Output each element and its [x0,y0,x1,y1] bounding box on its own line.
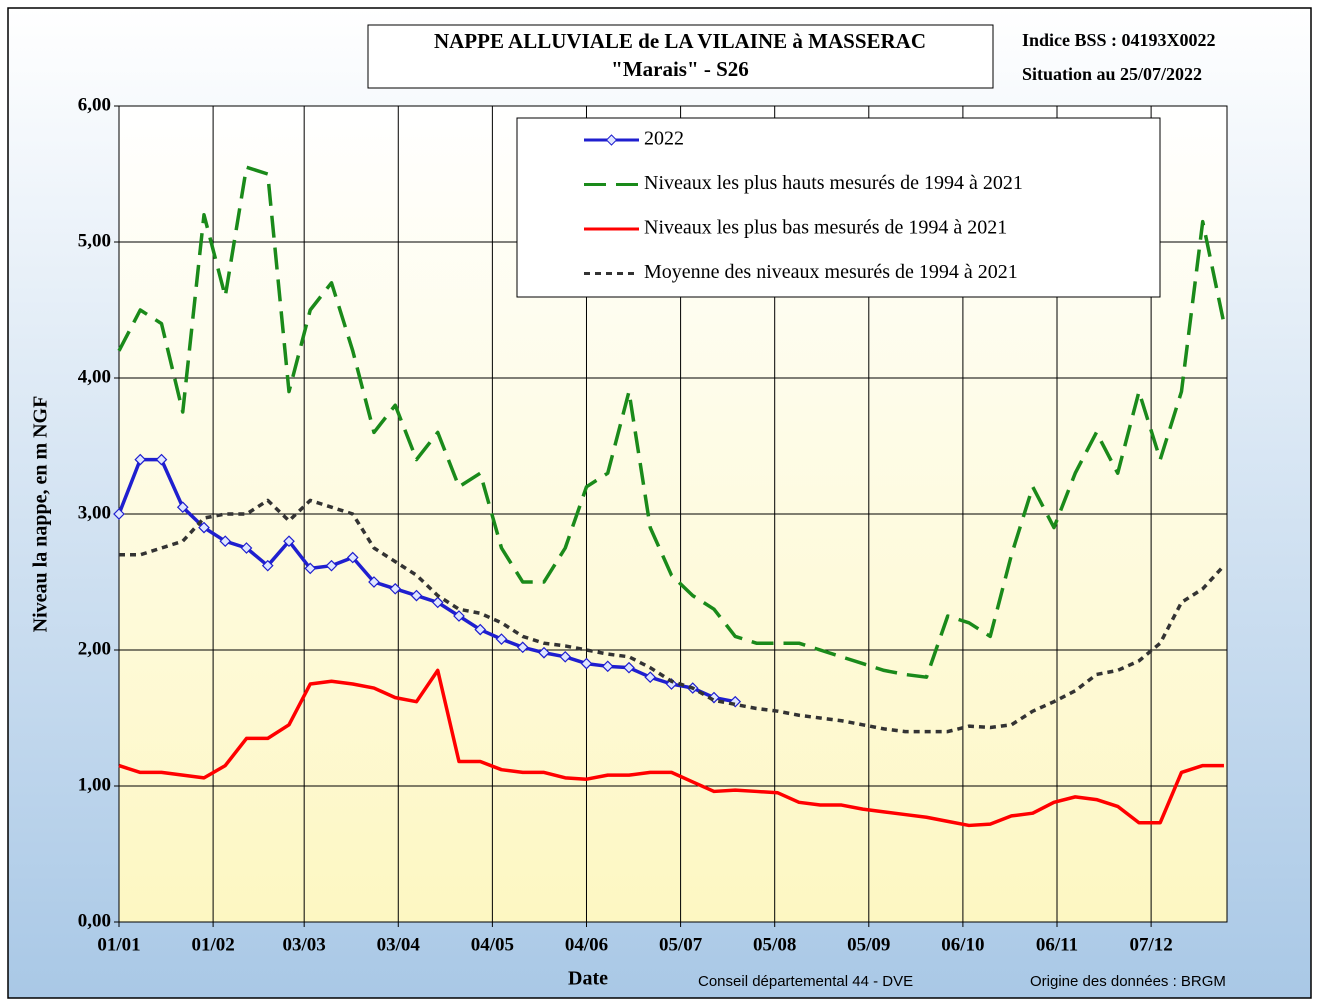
point-marker [113,508,125,520]
point-marker [389,582,402,595]
series-line [117,165,1226,679]
footnote: Origine des données : BRGM [1030,973,1226,990]
point-marker [580,657,593,670]
point-marker [474,623,487,636]
point-marker [240,542,253,554]
point-marker [729,695,742,708]
title-box [367,24,994,89]
y-axis-label: Niveau la nappe, en m NGF [30,396,52,633]
y-tick-label: 5,00 [78,230,111,251]
point-marker [516,641,529,654]
annotation: Indice BSS : 04193X0022 [1022,30,1216,50]
point-marker [410,589,423,602]
y-tick-label: 6,00 [78,94,111,115]
point-marker [665,678,678,690]
x-tick-label: 04/05 [471,934,514,955]
point-marker [198,521,210,534]
chart-title: NAPPE ALLUVIALE de LA VILAINE à MASSERAC [434,29,926,53]
x-tick-label: 03/04 [377,934,421,955]
x-tick-label: 01/02 [191,934,234,955]
series-line [118,668,1224,828]
point-marker [219,535,232,548]
x-tick-label: 04/06 [565,934,608,955]
point-marker [431,596,444,609]
legend-label: Niveaux les plus hauts mesurés de 1994 à… [644,172,1023,194]
legend-box [516,117,1161,298]
point-marker [559,650,572,663]
y-tick-label: 0,00 [78,910,111,931]
x-tick-label: 06/10 [941,934,984,955]
point-marker [176,501,189,514]
x-tick-label: 07/12 [1129,934,1172,955]
x-axis-label: Date [568,968,608,990]
point-marker [368,576,380,588]
point-marker [495,633,508,645]
x-tick-label: 05/09 [847,934,890,955]
footnote: Conseil départemental 44 - DVE [698,973,913,990]
y-tick-label: 3,00 [78,502,111,523]
point-marker [261,559,274,572]
chart-subtitle: "Marais" - S26 [611,57,749,81]
legend-label: Moyenne des niveaux mesurés de 1994 à 20… [644,261,1018,283]
y-tick-label: 2,00 [78,638,111,659]
point-marker [325,559,338,572]
point-marker [304,562,317,575]
series-line [119,498,1226,734]
point-marker [155,453,168,466]
point-marker [283,535,295,548]
point-marker [538,646,550,659]
y-tick-label: 4,00 [78,366,111,387]
point-marker [346,551,359,564]
x-tick-label: 03/03 [283,934,326,955]
legend-label: 2022 [644,128,684,150]
x-tick-label: 05/07 [659,934,703,955]
point-marker [623,661,635,674]
legend-marker [605,134,618,146]
point-marker [644,671,657,684]
legend-label: Niveaux les plus bas mesurés de 1994 à 2… [644,217,1007,239]
x-tick-label: 05/08 [753,934,796,955]
x-tick-label: 01/01 [97,934,140,955]
point-marker [453,610,465,622]
point-marker [601,660,614,673]
x-tick-label: 06/11 [1036,934,1078,955]
point-marker [134,453,147,466]
y-tick-label: 1,00 [78,774,111,795]
annotation: Situation au 25/07/2022 [1022,64,1202,84]
